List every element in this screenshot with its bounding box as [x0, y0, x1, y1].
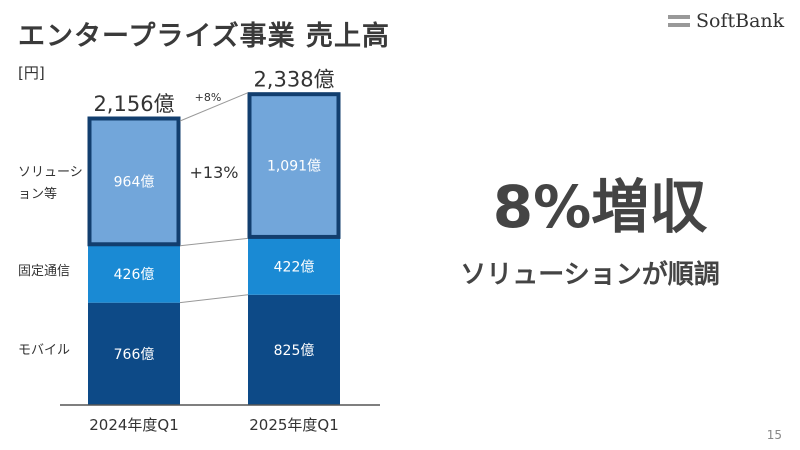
connector-line — [179, 294, 249, 304]
logo-text: SoftBank — [696, 10, 785, 32]
growth-annotation: +8% — [195, 91, 222, 104]
connector-line — [179, 92, 249, 122]
bar-segment — [248, 238, 340, 295]
bar-segment — [247, 92, 341, 239]
softbank-logo: SoftBank — [668, 10, 784, 32]
legend-label: ソリューション等 — [18, 165, 83, 202]
bar-segment — [87, 116, 181, 247]
stacked-bar-chart: 766億 426億 964億 2,156億 2024年度Q1 825億 422億 1,091億… — [18, 68, 380, 434]
data-label: 964億 — [114, 174, 155, 190]
page-number: 15 — [766, 428, 782, 442]
headline: 8%増収 — [492, 173, 708, 241]
category-label: 2025年度Q1 — [249, 416, 339, 434]
data-label: 422億 — [274, 260, 315, 276]
category-label: 2024年度Q1 — [89, 416, 179, 434]
bar-segment — [88, 245, 180, 303]
legend-label: モバイル — [18, 343, 70, 358]
total-label: 2,338億 — [253, 68, 334, 92]
data-label: 426億 — [114, 267, 155, 283]
data-label: 766億 — [114, 347, 155, 363]
total-label: 2,156億 — [93, 92, 174, 116]
page-title: エンタープライズ事業 売上高 — [18, 21, 390, 52]
connector-line — [179, 237, 249, 247]
data-label: 825億 — [274, 343, 315, 359]
bar-segment — [248, 294, 340, 405]
unit-label: [円] — [18, 64, 45, 82]
legend-label: 固定通信 — [18, 264, 70, 279]
data-label: 1,091億 — [267, 159, 321, 175]
bar-segment — [88, 302, 180, 405]
growth-annotation: +13% — [190, 163, 239, 182]
logo-bars-icon — [668, 15, 690, 27]
subheadline: ソリューションが順調 — [460, 260, 720, 290]
